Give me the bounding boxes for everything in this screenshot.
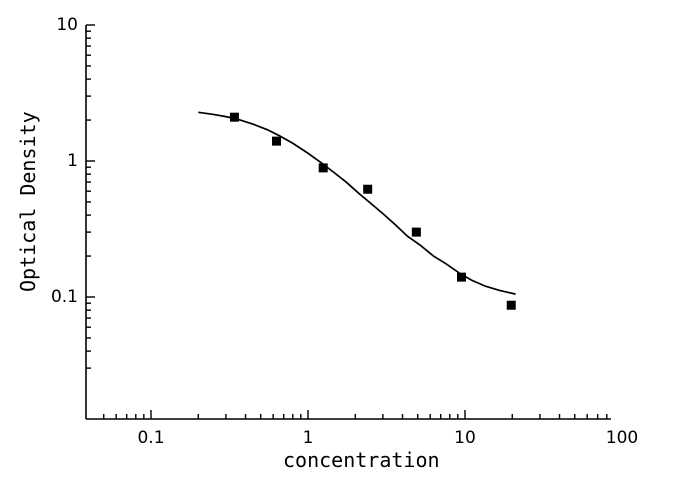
y-tick-label: 1 xyxy=(67,151,78,171)
fit-curve xyxy=(198,111,516,295)
data-points xyxy=(229,112,516,310)
axes xyxy=(85,24,611,420)
x-tick-label: 1 xyxy=(302,428,314,448)
x-tick-label: 0.1 xyxy=(137,428,165,448)
y-tick-label: 0.1 xyxy=(50,287,78,307)
y-axis-title: Optical Density xyxy=(16,111,40,292)
x-tick-label: 10 xyxy=(454,428,476,448)
y-tick-label: 10 xyxy=(56,15,78,35)
x-axis-title: concentration xyxy=(283,448,440,472)
x-tick-label: 100 xyxy=(605,428,639,448)
